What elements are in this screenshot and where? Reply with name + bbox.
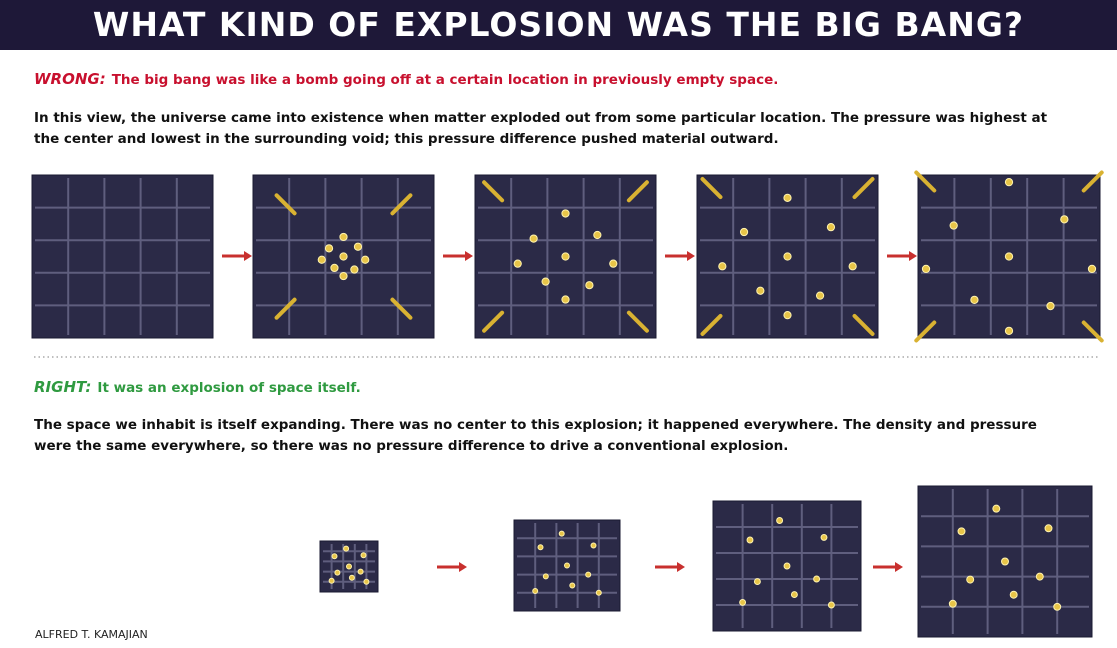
galaxy [1061, 216, 1068, 223]
galaxy [1088, 265, 1095, 272]
galaxy [538, 545, 543, 550]
galaxy [784, 312, 791, 319]
galaxy [719, 263, 726, 270]
galaxy [340, 253, 347, 260]
galaxy [559, 531, 564, 536]
galaxy [533, 588, 538, 593]
galaxy [362, 256, 369, 263]
galaxy [1005, 253, 1012, 260]
panel [32, 175, 213, 338]
galaxy [591, 543, 596, 548]
galaxy [530, 235, 537, 242]
galaxy [740, 228, 747, 235]
illustration [0, 0, 1117, 648]
galaxy [993, 505, 1000, 512]
galaxy [562, 253, 569, 260]
arrow-head [244, 251, 252, 261]
galaxy [329, 578, 334, 583]
galaxy [1047, 302, 1054, 309]
galaxy [358, 569, 363, 574]
arrow-head [909, 251, 917, 261]
galaxy [1036, 573, 1043, 580]
galaxy [1002, 558, 1009, 565]
galaxy [821, 534, 827, 540]
galaxy [827, 224, 834, 231]
galaxy [814, 576, 820, 582]
galaxy [777, 518, 783, 524]
galaxy [354, 243, 361, 250]
galaxy [543, 574, 548, 579]
galaxy [949, 600, 956, 607]
galaxy [1005, 179, 1012, 186]
galaxy [828, 602, 834, 608]
galaxy [791, 592, 797, 598]
galaxy [610, 260, 617, 267]
galaxy [1010, 591, 1017, 598]
galaxy [971, 296, 978, 303]
galaxy [347, 564, 352, 569]
galaxy [922, 265, 929, 272]
galaxy [335, 570, 340, 575]
galaxy [565, 563, 570, 568]
arrow-head [895, 562, 903, 572]
galaxy [1005, 327, 1012, 334]
galaxy [1054, 603, 1061, 610]
galaxy [757, 287, 764, 294]
galaxy [331, 264, 338, 271]
arrow-head [687, 251, 695, 261]
galaxy [596, 590, 601, 595]
galaxy [361, 553, 366, 558]
galaxy [950, 222, 957, 229]
galaxy [364, 579, 369, 584]
galaxy [562, 210, 569, 217]
page: WHAT KIND OF EXPLOSION WAS THE BIG BANG?… [0, 0, 1117, 648]
galaxy [562, 296, 569, 303]
galaxy [514, 260, 521, 267]
galaxy [594, 231, 601, 238]
galaxy [349, 575, 354, 580]
galaxy [340, 272, 347, 279]
galaxy [784, 253, 791, 260]
galaxy [325, 245, 332, 252]
galaxy [332, 554, 337, 559]
galaxy [318, 256, 325, 263]
galaxy [570, 583, 575, 588]
galaxy [586, 572, 591, 577]
galaxy [340, 233, 347, 240]
galaxy [542, 278, 549, 285]
arrow-head [459, 562, 467, 572]
galaxy [1045, 525, 1052, 532]
galaxy [849, 263, 856, 270]
galaxy [747, 537, 753, 543]
galaxy [740, 599, 746, 605]
galaxy [784, 563, 790, 569]
galaxy [958, 528, 965, 535]
galaxy [754, 579, 760, 585]
galaxy [784, 194, 791, 201]
galaxy [586, 282, 593, 289]
arrow-head [677, 562, 685, 572]
arrow-head [465, 251, 473, 261]
galaxy [351, 266, 358, 273]
galaxy [344, 546, 349, 551]
galaxy [816, 292, 823, 299]
galaxy [967, 576, 974, 583]
